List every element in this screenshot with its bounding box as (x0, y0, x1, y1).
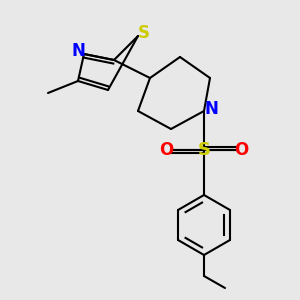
Text: O: O (234, 141, 249, 159)
Text: S: S (138, 24, 150, 42)
Text: N: N (71, 42, 85, 60)
Text: S: S (197, 141, 211, 159)
Text: O: O (159, 141, 174, 159)
Text: N: N (205, 100, 218, 118)
